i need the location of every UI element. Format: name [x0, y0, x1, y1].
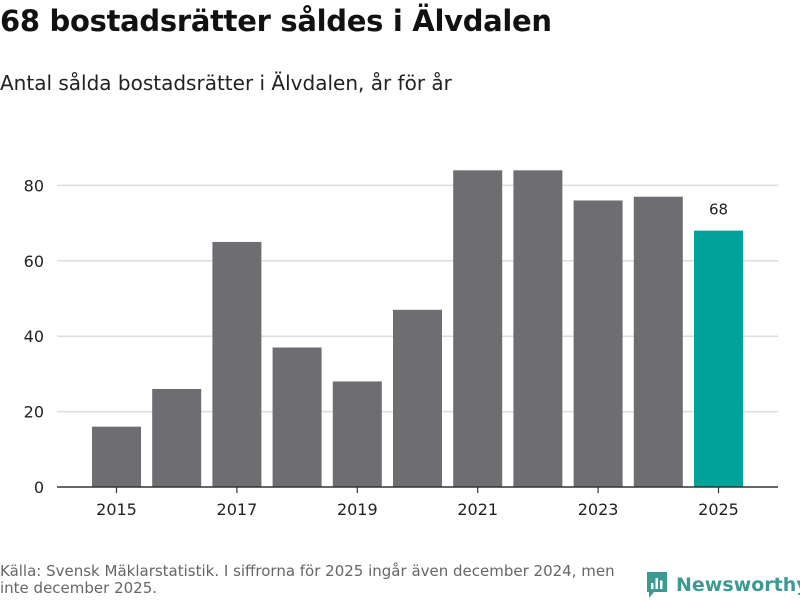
- bar-2019: [332, 381, 382, 487]
- y-tick-label: 60: [24, 252, 44, 271]
- bar-2022: [513, 170, 563, 487]
- x-tick-label: 2023: [578, 500, 619, 519]
- y-tick-label: 80: [24, 176, 44, 195]
- bar-2024: [633, 196, 683, 487]
- brand-name: Newsworthy: [676, 574, 800, 596]
- bar-2018: [272, 347, 322, 487]
- bar-2015: [92, 426, 141, 487]
- bar-2016: [152, 388, 202, 487]
- chart-subtitle: Antal sålda bostadsrätter i Älvdalen, år…: [0, 71, 452, 95]
- y-tick-label: 0: [34, 478, 44, 497]
- brand-logo[interactable]: Newsworthy: [645, 570, 800, 600]
- chart-title: 68 bostadsrätter såldes i Älvdalen: [0, 4, 552, 38]
- bar-2017: [212, 241, 262, 487]
- y-tick-label: 20: [24, 403, 44, 422]
- y-tick-label: 40: [24, 327, 44, 346]
- bar-2025: [694, 230, 743, 487]
- x-tick-label: 2025: [698, 500, 739, 519]
- source-note: Källa: Svensk Mäklarstatistik. I siffror…: [0, 562, 615, 597]
- x-tick-label: 2017: [217, 500, 258, 519]
- x-tick-label: 2021: [457, 500, 498, 519]
- bar-2020: [393, 309, 442, 487]
- x-tick-label: 2015: [96, 500, 137, 519]
- bar-2021: [453, 170, 503, 487]
- data-label: 68: [709, 201, 728, 219]
- newsworthy-logo-icon: [647, 572, 667, 598]
- bar-chart: 0 20 40 60 80 68 2015 2017 2019 2021 2023 2025: [24, 170, 778, 519]
- x-tick-label: 2019: [337, 500, 378, 519]
- bar-2023: [573, 200, 623, 488]
